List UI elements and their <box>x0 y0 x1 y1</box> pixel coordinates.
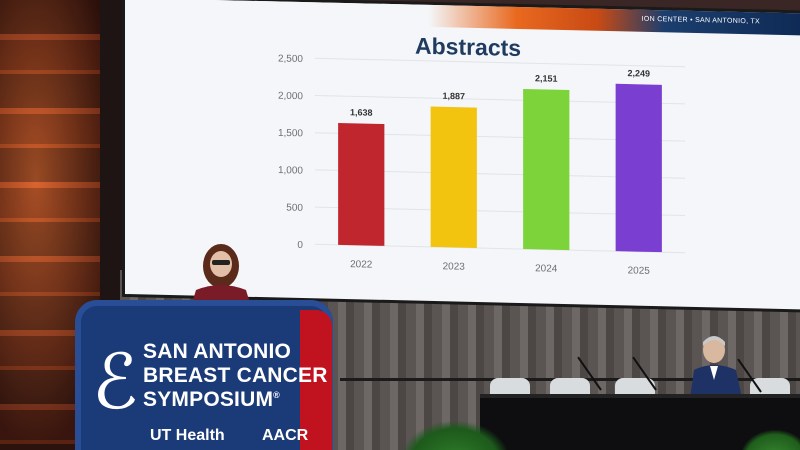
projection-screen: ION CENTER • SAN ANTONIO, TX Abstracts 0… <box>125 0 800 310</box>
y-tick-label: 2,000 <box>278 91 303 103</box>
panelist <box>690 336 742 398</box>
x-tick-label: 2024 <box>535 263 558 275</box>
y-tick-label: 1,000 <box>278 165 303 177</box>
bar <box>430 106 477 248</box>
sabcs-logo-icon: ℰ <box>92 337 139 426</box>
x-tick-label: 2025 <box>628 265 651 277</box>
x-tick-label: 2022 <box>350 259 373 271</box>
podium-accent <box>300 310 332 450</box>
y-tick-label: 2,500 <box>278 53 303 65</box>
bar <box>615 83 662 253</box>
y-tick-label: 1,500 <box>278 128 303 140</box>
podium-symposium-text: SYMPOSIUM <box>143 388 274 411</box>
bar <box>523 89 570 251</box>
data-label: 1,887 <box>442 91 465 102</box>
chair <box>615 378 655 396</box>
y-tick-label: 0 <box>297 240 303 251</box>
data-label: 1,638 <box>350 107 373 118</box>
podium-line-2: BREAST CANCER <box>143 364 328 387</box>
gridline <box>315 57 685 68</box>
podium <box>75 300 333 450</box>
bar <box>338 122 385 246</box>
chair <box>550 378 590 396</box>
data-label: 2,249 <box>627 68 650 79</box>
data-label: 2,151 <box>535 73 558 84</box>
registered-mark: ® <box>273 390 280 400</box>
panel-table-top <box>480 394 800 400</box>
podium-line-3: SYMPOSIUM® <box>143 388 280 412</box>
sponsor-ut-health: UT Health <box>150 427 225 444</box>
y-tick-label: 500 <box>286 202 303 213</box>
sponsor-aacr: AACR <box>262 427 309 444</box>
plant <box>400 420 510 450</box>
bar-chart: 0 500 1,000 1,500 2,000 2,500 1,638 2022 1,887 20… <box>278 53 685 277</box>
plant <box>740 430 800 450</box>
x-tick-label: 2023 <box>443 261 466 273</box>
podium-line-1: SAN ANTONIO <box>143 340 292 363</box>
chair <box>490 378 530 396</box>
